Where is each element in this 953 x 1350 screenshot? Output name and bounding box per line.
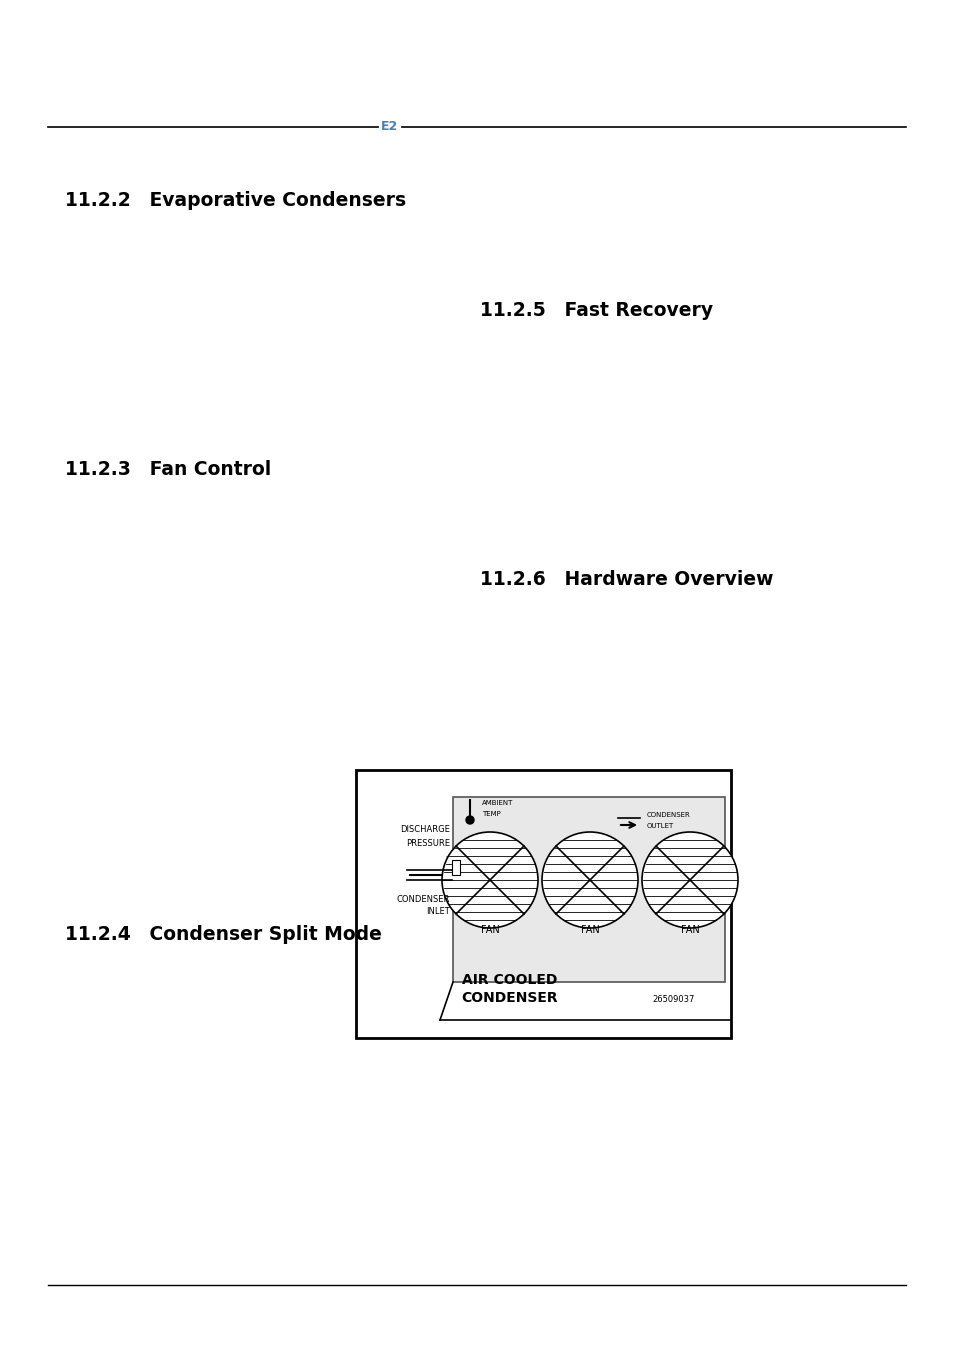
Text: CONDENSER: CONDENSER — [396, 895, 450, 903]
Text: 11.2.3 Fan Control: 11.2.3 Fan Control — [65, 460, 271, 479]
Bar — [452, 860, 459, 875]
Text: CONDENSER: CONDENSER — [461, 991, 558, 1004]
Text: E2: E2 — [381, 120, 398, 134]
Text: 11.2.2 Evaporative Condensers: 11.2.2 Evaporative Condensers — [65, 190, 406, 209]
Text: 11.2.5 Fast Recovery: 11.2.5 Fast Recovery — [479, 301, 713, 320]
Bar — [355, 769, 730, 1038]
Circle shape — [541, 832, 638, 927]
Text: INLET: INLET — [426, 907, 450, 917]
Text: 11.2.4 Condenser Split Mode: 11.2.4 Condenser Split Mode — [65, 926, 381, 945]
Text: FAN: FAN — [480, 925, 498, 936]
Text: TEMP: TEMP — [481, 811, 500, 817]
Circle shape — [465, 815, 474, 824]
Text: 11.2.6 Hardware Overview: 11.2.6 Hardware Overview — [479, 571, 773, 590]
Text: CONDENSER: CONDENSER — [646, 811, 690, 818]
Text: OUTLET: OUTLET — [646, 824, 674, 829]
Text: AMBIENT: AMBIENT — [481, 801, 513, 806]
Bar — [453, 796, 724, 981]
Text: 26509037: 26509037 — [652, 995, 695, 1004]
Text: FAN: FAN — [580, 925, 598, 936]
Text: DISCHARGE: DISCHARGE — [399, 825, 450, 834]
Circle shape — [441, 832, 537, 927]
Text: AIR COOLED: AIR COOLED — [462, 973, 558, 987]
Circle shape — [641, 832, 738, 927]
Text: FAN: FAN — [679, 925, 699, 936]
Text: PRESSURE: PRESSURE — [406, 838, 450, 848]
